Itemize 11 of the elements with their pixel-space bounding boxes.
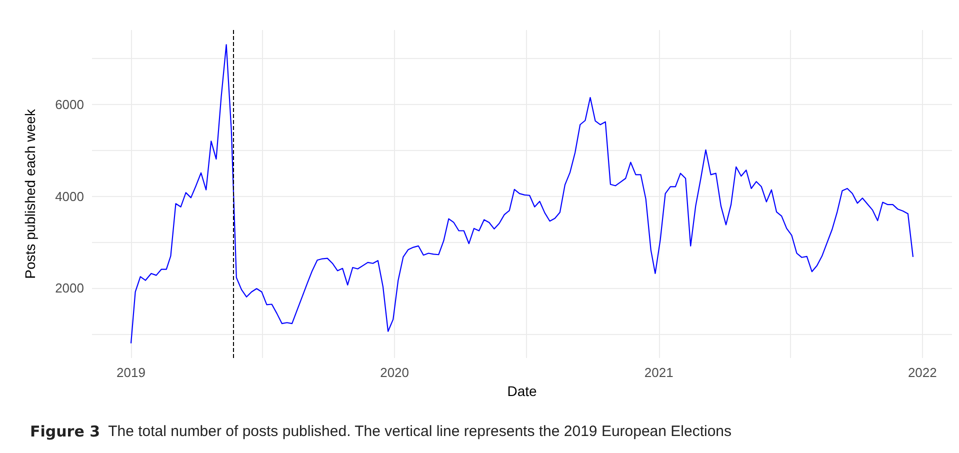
x-tick-label: 2020 bbox=[380, 365, 410, 380]
y-tick-label: 2000 bbox=[55, 280, 84, 296]
y-tick-label: 6000 bbox=[55, 96, 84, 112]
x-tick-label: 2021 bbox=[644, 365, 674, 380]
x-tick-label: 2019 bbox=[116, 365, 146, 380]
caption: Figure 3 The total number of posts published. The vertical line represents the 2019 European Elections bbox=[30, 422, 732, 440]
x-axis-title: Date bbox=[507, 382, 537, 399]
x-tick-label: 2022 bbox=[908, 365, 937, 380]
y-tick-label: 4000 bbox=[55, 188, 84, 204]
line-series bbox=[130, 44, 914, 344]
y-axis-title: Posts published each week bbox=[22, 108, 38, 279]
